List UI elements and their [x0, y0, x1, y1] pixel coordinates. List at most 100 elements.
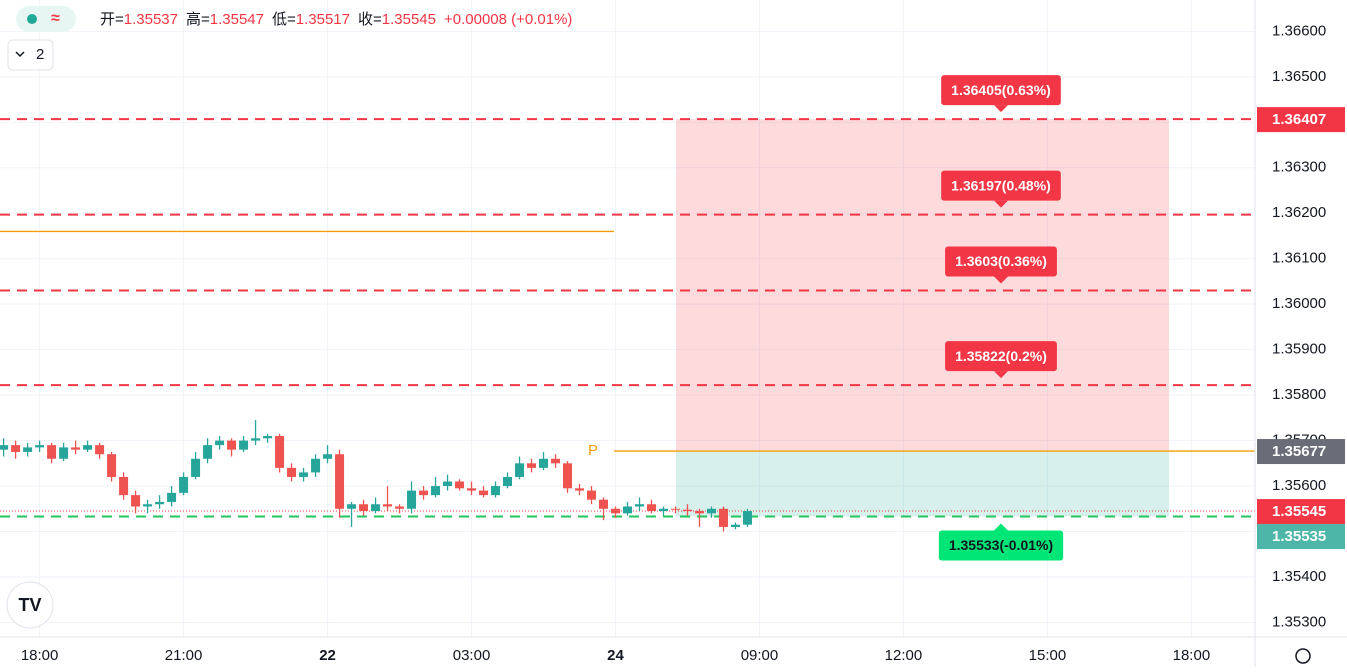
candle-body: [347, 504, 357, 509]
y-tick-label: 1.36300: [1272, 159, 1326, 176]
y-tick-label: 1.36000: [1272, 295, 1326, 312]
x-tick-label: 03:00: [453, 647, 491, 664]
candle-body: [670, 508, 680, 510]
candle-body: [611, 508, 621, 514]
axis-marker: [1257, 499, 1345, 525]
candle-body: [455, 481, 465, 489]
candle-body: [131, 495, 141, 507]
candle-body: [47, 445, 57, 459]
ohlc-label: 高=: [186, 11, 210, 28]
candle-body: [419, 490, 429, 496]
candle-body: [167, 492, 177, 502]
ohlc-value: 1.35537: [124, 11, 178, 28]
axis-marker-label: 1.35535: [1272, 528, 1326, 545]
profit-zone: [676, 119, 1169, 452]
candle-body: [539, 458, 549, 468]
candle-body: [35, 445, 45, 448]
change: +0.00008 (+0.01%): [444, 11, 572, 28]
candle-body: [299, 472, 309, 477]
candle-body: [646, 504, 656, 512]
candle-body: [371, 504, 381, 512]
y-tick-label: 1.36100: [1272, 250, 1326, 267]
loss-zone: [676, 451, 1169, 517]
y-tick-label: 1.35900: [1272, 341, 1326, 358]
candle-body: [587, 490, 597, 500]
candle-body: [155, 501, 165, 505]
target-label: 1.3603(0.36%): [955, 253, 1047, 269]
x-tick-label: 18:00: [21, 647, 59, 664]
target-label: 1.35822(0.2%): [955, 348, 1047, 364]
candle-body: [623, 506, 632, 514]
axis-marker: [1257, 107, 1345, 133]
y-tick-label: 1.36600: [1272, 22, 1326, 39]
ohlc-label: 低=: [272, 11, 296, 28]
status-icon: ≈: [51, 10, 60, 27]
candle-body: [251, 438, 261, 441]
candle-body: [682, 509, 692, 512]
logo-badge[interactable]: [6, 581, 54, 629]
y-tick-label: 1.35300: [1272, 613, 1326, 630]
target-label: 1.36197(0.48%): [951, 177, 1051, 193]
target-label-pointer: [994, 371, 1008, 379]
logo: TV: [18, 595, 41, 615]
candle-body: [443, 481, 453, 487]
candle-body: [311, 458, 321, 473]
candle-body: [742, 511, 752, 525]
target-label: 1.36405(0.63%): [951, 82, 1051, 98]
candle-body: [730, 524, 740, 527]
target-label-box: [945, 341, 1057, 372]
axis-marker: [1257, 439, 1345, 465]
candle-body: [527, 463, 537, 468]
axis-marker-label: 1.35677: [1272, 443, 1326, 460]
candle-body: [191, 458, 201, 477]
chevron-icon: [15, 51, 25, 58]
target-label-box: [941, 75, 1061, 106]
candle-body: [599, 499, 609, 509]
target-label-box: [945, 246, 1057, 277]
settings-icon[interactable]: [1295, 648, 1311, 664]
candle-body: [23, 447, 33, 452]
candle-body: [11, 445, 21, 452]
y-tick-label: 1.36200: [1272, 204, 1326, 221]
candle-body: [503, 476, 513, 487]
candle-body: [287, 467, 297, 477]
header: ≈: [16, 6, 76, 32]
candle-body: [119, 476, 129, 496]
candle-body: [239, 440, 249, 450]
axis-marker-label: 1.36407: [1272, 111, 1326, 128]
ohlc-label: 开=: [100, 11, 124, 28]
candle-body: [563, 463, 573, 489]
ohlc-value: 1.35545: [382, 11, 436, 28]
ohlc-value: 1.35547: [210, 11, 264, 28]
entry-label: P: [588, 442, 598, 459]
candle-body: [694, 511, 704, 514]
y-tick-label: 1.35400: [1272, 568, 1326, 585]
axis-marker-label: 1.35545: [1272, 503, 1326, 520]
candle-body: [71, 447, 81, 450]
indicator-toggle[interactable]: [7, 39, 54, 71]
candle-body: [491, 486, 501, 496]
x-tick-label: 24: [607, 647, 624, 664]
candle-body: [658, 508, 668, 512]
candle-body: [83, 445, 93, 450]
target-label-box: [941, 170, 1061, 201]
candle-body: [323, 454, 333, 459]
stop-label: 1.35533(-0.01%): [949, 537, 1053, 553]
candle-body: [515, 463, 525, 477]
candle-body: [407, 490, 417, 509]
candle-body: [335, 454, 345, 509]
candle-body: [551, 458, 561, 464]
x-tick-label: 12:00: [885, 647, 923, 664]
candle-body: [718, 508, 728, 527]
target-label-pointer: [994, 105, 1008, 113]
candle-body: [0, 445, 9, 450]
status-dot: [27, 14, 37, 24]
candle-body: [431, 486, 441, 496]
y-tick-label: 1.35800: [1272, 386, 1326, 403]
status-pill[interactable]: [16, 6, 76, 32]
x-tick-label: 15:00: [1029, 647, 1067, 664]
candle-body: [706, 508, 716, 514]
candle-body: [383, 504, 393, 507]
